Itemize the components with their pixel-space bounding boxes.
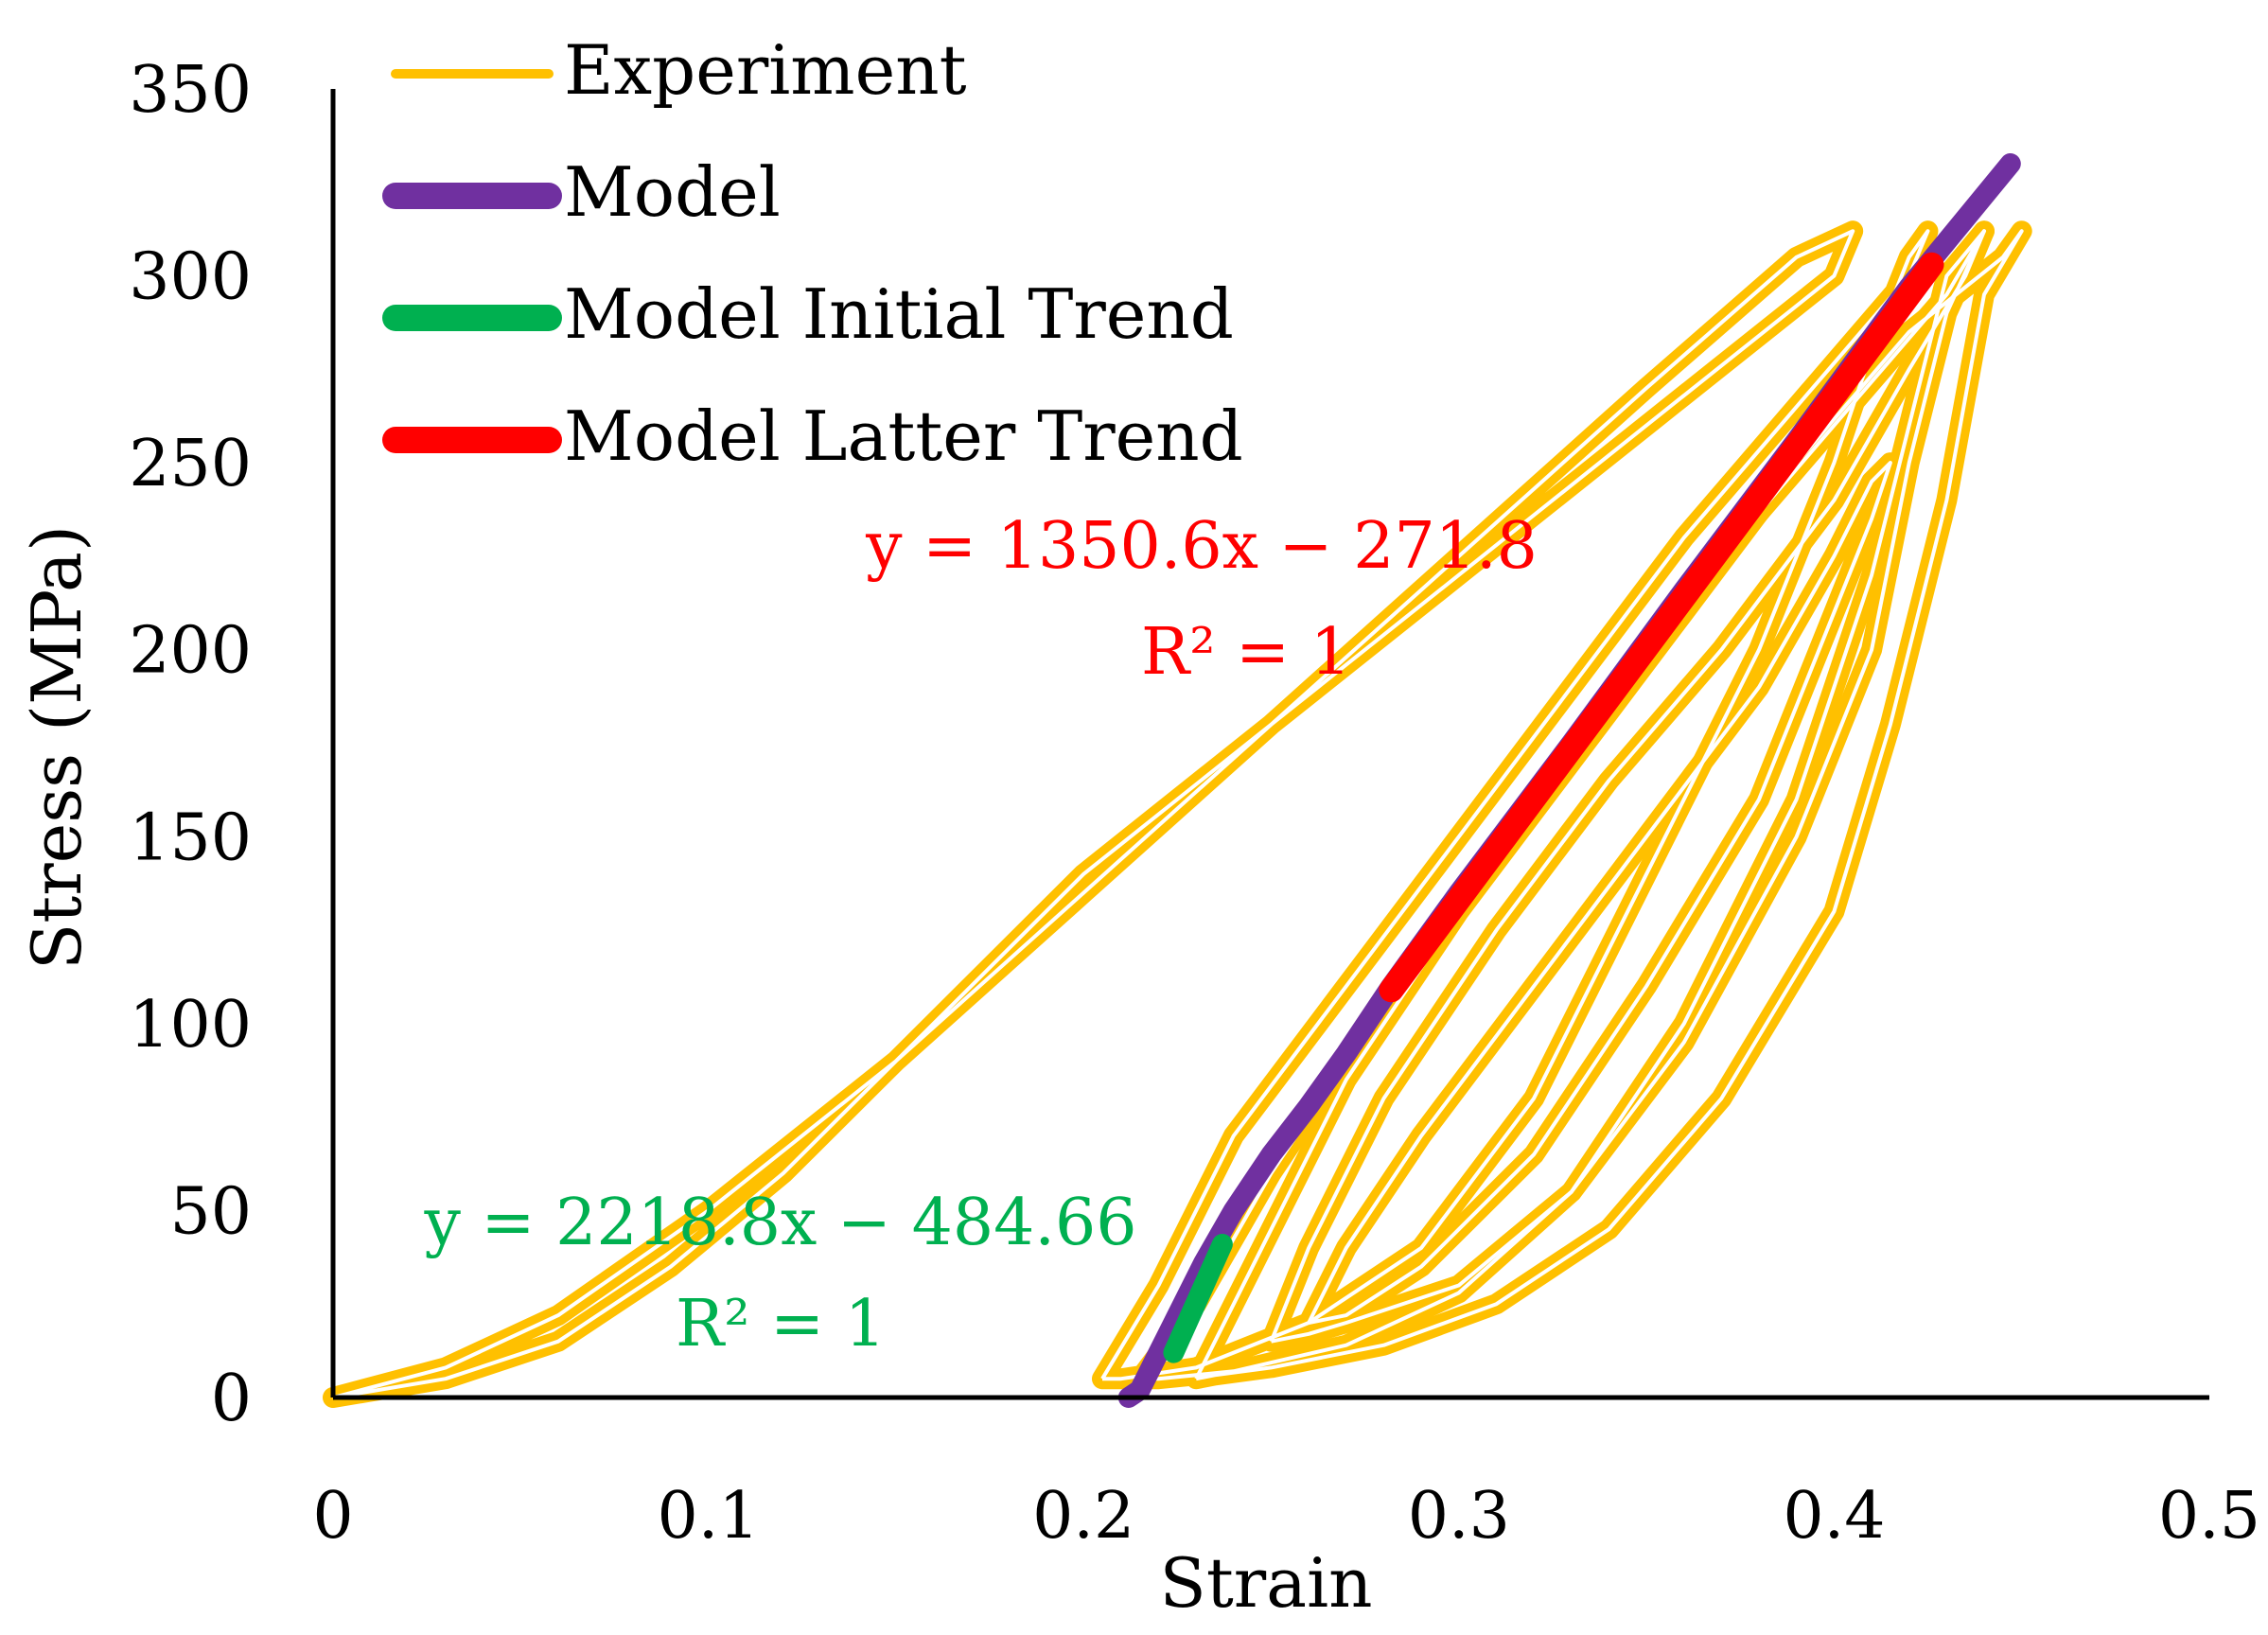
latter-trend-equation: y = 1350.6x − 271.8 — [865, 509, 1538, 584]
x-tick-label: 0.2 — [1032, 1479, 1134, 1554]
legend-label-model: Model — [564, 152, 781, 232]
model-layer — [1117, 153, 2021, 1408]
y-tick-label: 250 — [129, 427, 252, 501]
experiment-loop-separator — [1100, 229, 1930, 1381]
y-tick-label: 300 — [129, 240, 252, 315]
x-tick-label: 0.1 — [658, 1479, 760, 1554]
y-tick-label: 0 — [211, 1362, 252, 1436]
experiment-loop-separator — [1269, 229, 1986, 1344]
legend-label-experiment: Experiment — [564, 30, 967, 110]
y-tick-label: 100 — [129, 988, 252, 1063]
legend: Experiment Model Model Initial Trend Mod… — [382, 30, 1243, 476]
y-axis-title: Stress (MPa) — [17, 525, 97, 970]
model-latter-trend-line — [1379, 252, 1944, 1003]
initial-trend-equation: y = 2218.8x − 484.66 — [423, 1186, 1136, 1260]
initial-trend-r2: R² = 1 — [676, 1287, 886, 1362]
model-initial-trend-line — [1163, 1234, 1233, 1363]
legend-label-model-latter-trend: Model Latter Trend — [564, 396, 1243, 476]
y-tick-labels: 0 50 100 150 200 250 300 350 — [129, 53, 252, 1436]
legend-label-model-initial-trend: Model Initial Trend — [564, 274, 1234, 354]
x-axis-title: Strain — [1160, 1543, 1373, 1623]
x-tick-label: 0 — [312, 1479, 353, 1554]
x-tick-labels: 0 0.1 0.2 0.3 0.4 0.5 — [312, 1479, 2260, 1554]
x-tick-label: 0.4 — [1783, 1479, 1885, 1554]
y-tick-label: 200 — [129, 614, 252, 689]
experiment-loop — [1298, 452, 1901, 1333]
y-tick-label: 350 — [129, 53, 252, 128]
experiment-loop-separator — [332, 229, 1855, 1399]
x-tick-label: 0.3 — [1408, 1479, 1510, 1554]
experiment-loop-separator — [1307, 461, 1892, 1325]
latter-trend-r2: R² = 1 — [1141, 615, 1351, 690]
y-tick-label: 150 — [129, 800, 252, 875]
x-tick-label: 0.5 — [2158, 1479, 2260, 1554]
y-tick-label: 50 — [169, 1174, 252, 1249]
